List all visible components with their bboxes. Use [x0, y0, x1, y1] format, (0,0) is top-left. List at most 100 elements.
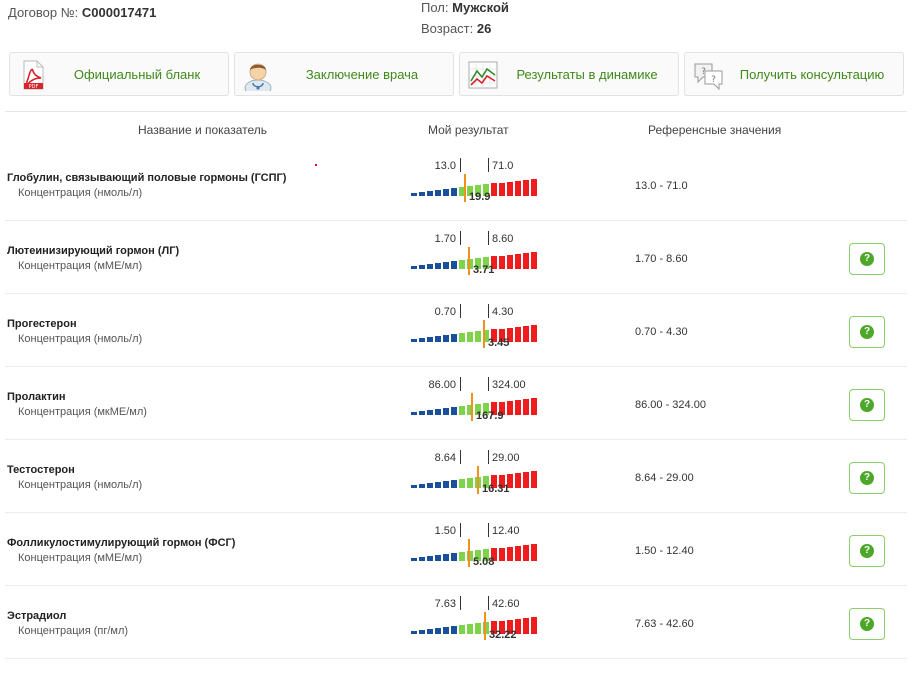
gauge-low-tick: [460, 596, 461, 610]
reference-range: 86.00 - 324.00: [635, 399, 706, 411]
help-button[interactable]: ?: [849, 462, 885, 494]
indicator-name: Фолликулостимулирующий гормон (ФСГ): [7, 537, 236, 549]
gauge-value-label: 19.9: [469, 191, 491, 203]
gauge-segment: [411, 193, 417, 196]
gauge-segment: [411, 558, 417, 561]
indicator-name: Эстрадиол: [7, 610, 67, 622]
indicator-name: Глобулин, связывающий половые гормоны (Г…: [7, 172, 287, 184]
question-icon: ?: [860, 325, 874, 339]
table-row: Эстрадиол Концентрация (пг/мл) 7.63 42.6…: [0, 586, 915, 659]
gauge-value-label: 3.45: [488, 337, 510, 349]
gauge-segment: [475, 623, 481, 634]
gauge-high-label: 42.60: [492, 598, 520, 610]
help-button[interactable]: ?: [849, 243, 885, 275]
help-button[interactable]: ?: [849, 535, 885, 567]
gauge-value-label: 167.9: [476, 410, 504, 422]
gauge-segment: [483, 549, 489, 561]
help-button[interactable]: ?: [849, 316, 885, 348]
doctor-conclusion-button[interactable]: Заключение врача: [234, 52, 454, 97]
table-row: Лютеинизирующий гормон (ЛГ) Концентрация…: [0, 221, 915, 294]
gauge-segment: [523, 545, 529, 561]
column-header-reference: Референсные значения: [648, 123, 782, 137]
gauge-segment: [419, 411, 425, 415]
gauge-segment: [491, 183, 497, 196]
result-gauge: 13.0 71.0 19.9: [405, 156, 545, 218]
gauge-segment: [435, 263, 441, 269]
gauge-high-label: 8.60: [492, 233, 514, 245]
gauge-value-label: 5.08: [473, 556, 495, 568]
gauge-segment: [427, 191, 433, 196]
gauge-segment: [499, 402, 505, 415]
gauge-low-label: 7.63: [434, 598, 456, 610]
doctor-icon: [241, 59, 275, 97]
gauge-segment: [499, 256, 505, 269]
gauge-segment: [443, 408, 449, 415]
gauge-segment: [475, 185, 481, 196]
gauge-segment: [419, 557, 425, 561]
help-button[interactable]: ?: [849, 608, 885, 640]
gauge-high-tick: [488, 304, 489, 318]
gauge-bars: [411, 541, 537, 561]
gauge-segment: [475, 331, 481, 342]
gauge-segment: [419, 338, 425, 342]
gauge-segment: [459, 333, 465, 342]
reference-range: 7.63 - 42.60: [635, 618, 694, 630]
gauge-segment: [451, 261, 457, 269]
gauge-segment: [515, 327, 521, 342]
gauge-high-label: 71.0: [492, 160, 514, 172]
gauge-segment: [467, 624, 473, 634]
gauge-high-tick: [488, 523, 489, 537]
doctor-conclusion-label: Заключение врача: [305, 67, 419, 82]
gauge-segment: [507, 474, 513, 488]
gauge-low-label: 13.0: [434, 160, 456, 172]
row-divider: [5, 293, 907, 294]
gauge-low-label: 0.70: [434, 306, 456, 318]
row-divider: [5, 366, 907, 367]
gauge-segment: [451, 334, 457, 342]
gauge-segment: [475, 404, 481, 415]
gauge-segment: [483, 403, 489, 415]
gauge-high-tick: [488, 158, 489, 172]
results-dynamics-button[interactable]: Результаты в динамике: [459, 52, 679, 96]
result-gauge: 7.63 42.60 32.22: [405, 594, 545, 656]
official-form-button[interactable]: PDF Официальный бланк: [9, 52, 229, 96]
gauge-segment: [531, 179, 537, 196]
result-gauge: 1.50 12.40 5.08: [405, 521, 545, 583]
gauge-segment: [467, 478, 473, 488]
gauge-segment: [435, 190, 441, 196]
gauge-segment: [427, 264, 433, 269]
indicator-unit: Концентрация (пг/мл): [18, 625, 129, 637]
gauge-high-label: 29.00: [492, 452, 520, 464]
question-icon: ?: [860, 252, 874, 266]
column-header-name: Название и показатель: [138, 123, 268, 137]
gauge-segment: [467, 405, 473, 415]
help-button[interactable]: ?: [849, 389, 885, 421]
gauge-high-label: 324.00: [492, 379, 526, 391]
table-header: Название и показатель Мой результат Рефе…: [0, 123, 915, 139]
gauge-segment: [483, 476, 489, 488]
gauge-segment: [507, 255, 513, 269]
gauge-segment: [499, 548, 505, 561]
gauge-segment: [435, 409, 441, 415]
chart-icon: [466, 59, 500, 91]
result-gauge: 86.00 324.00 167.9: [405, 375, 545, 437]
gauge-bars: [411, 322, 537, 342]
get-consultation-button[interactable]: ? ? Получить консультацию: [684, 52, 904, 96]
contract-number: C000017471: [81, 5, 157, 20]
row-divider: [5, 439, 907, 440]
gauge-segment: [443, 554, 449, 561]
gauge-segment: [475, 258, 481, 269]
gauge-bars: [411, 395, 537, 415]
sex-label: Пол:: [421, 0, 449, 15]
gauge-value-marker: [471, 393, 473, 421]
gauge-low-tick: [460, 450, 461, 464]
gauge-segment: [443, 189, 449, 196]
gauge-segment: [531, 325, 537, 342]
gauge-segment: [483, 622, 489, 634]
row-divider: [5, 220, 907, 221]
gauge-segment: [483, 330, 489, 342]
gauge-value-marker: [484, 612, 486, 640]
sex-info: Пол: Мужской: [421, 0, 509, 15]
gauge-segment: [523, 326, 529, 342]
gauge-segment: [467, 551, 473, 561]
